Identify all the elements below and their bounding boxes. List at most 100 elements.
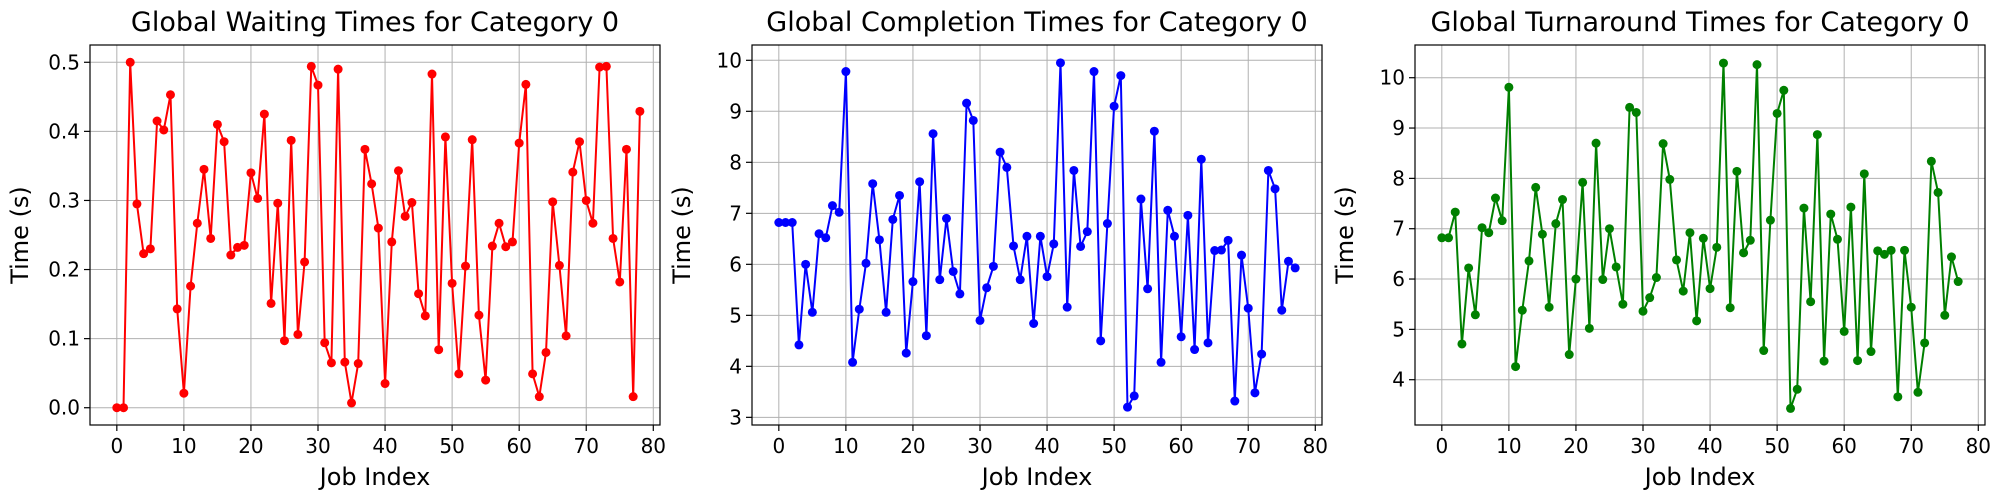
data-point — [273, 198, 283, 208]
data-point — [1839, 326, 1849, 336]
data-point — [1176, 332, 1186, 342]
y-tick-label: 3 — [729, 405, 742, 429]
data-point — [192, 218, 202, 228]
data-point — [1913, 387, 1923, 397]
x-tick-label: 30 — [305, 434, 330, 458]
data-point — [948, 266, 958, 276]
data-point — [514, 138, 524, 148]
data-point — [621, 144, 631, 154]
data-point — [1933, 187, 1943, 197]
data-point — [774, 218, 784, 228]
data-point — [615, 277, 625, 287]
data-point — [1645, 293, 1655, 303]
data-point — [1029, 318, 1039, 328]
data-point — [1504, 82, 1514, 92]
data-point — [1143, 284, 1153, 294]
data-point — [1920, 338, 1930, 348]
data-point — [1437, 233, 1447, 243]
data-point — [1444, 233, 1454, 243]
data-point — [239, 240, 249, 250]
data-point — [1712, 242, 1722, 252]
data-point — [1082, 227, 1092, 237]
data-point — [1196, 154, 1206, 164]
data-point — [588, 218, 598, 228]
data-point — [313, 80, 323, 90]
data-point — [1237, 250, 1247, 260]
data-point — [1692, 316, 1702, 326]
y-tick-label: 0.0 — [48, 396, 80, 420]
data-point — [447, 278, 457, 288]
data-point — [1290, 263, 1300, 273]
data-point — [1470, 310, 1480, 320]
data-point — [494, 218, 504, 228]
data-point — [266, 298, 276, 308]
y-tick-label: 6 — [729, 252, 742, 276]
x-tick-label: 80 — [1303, 434, 1328, 458]
data-point — [528, 369, 538, 379]
data-point — [1879, 249, 1889, 259]
data-point — [1658, 139, 1668, 149]
data-point — [1571, 274, 1581, 284]
data-point — [1906, 302, 1916, 312]
data-point — [212, 119, 222, 129]
data-point — [1598, 275, 1608, 285]
data-point — [1263, 165, 1273, 175]
data-point — [1069, 165, 1079, 175]
x-tick-label: 70 — [1899, 434, 1924, 458]
data-point — [1129, 391, 1139, 401]
data-point — [1477, 223, 1487, 233]
data-point — [279, 336, 289, 346]
data-point — [1832, 234, 1842, 244]
data-point — [1846, 202, 1856, 212]
data-point — [1203, 338, 1213, 348]
data-point — [333, 64, 343, 74]
data-point — [1926, 156, 1936, 166]
data-point — [1953, 277, 1963, 287]
data-point — [1826, 209, 1836, 219]
data-point — [1799, 203, 1809, 213]
data-point — [915, 177, 925, 187]
data-point — [1718, 58, 1728, 68]
data-point — [1169, 231, 1179, 241]
data-point — [407, 198, 417, 208]
y-tick-label: 9 — [729, 99, 742, 123]
y-tick-label: 10 — [717, 48, 742, 72]
data-point — [467, 135, 477, 145]
data-point — [1759, 346, 1769, 356]
data-point — [1096, 336, 1106, 346]
data-point — [434, 345, 444, 355]
data-point — [1578, 177, 1588, 187]
data-point — [414, 289, 424, 299]
data-point — [1819, 356, 1829, 366]
data-point — [347, 398, 357, 408]
data-point — [199, 164, 209, 174]
data-point — [387, 237, 397, 247]
data-point — [246, 168, 256, 178]
data-point — [119, 403, 129, 413]
data-point — [300, 257, 310, 267]
data-point — [1765, 215, 1775, 225]
data-point — [152, 116, 162, 126]
plot-frame — [751, 44, 1323, 426]
data-point — [1591, 138, 1601, 148]
data-point — [1812, 130, 1822, 140]
data-point — [1531, 182, 1541, 192]
data-point — [1631, 107, 1641, 117]
data-point — [541, 347, 551, 357]
data-point — [787, 218, 797, 228]
data-point — [219, 137, 229, 147]
data-point — [380, 379, 390, 389]
data-point — [393, 166, 403, 176]
data-point — [781, 218, 791, 228]
data-point — [561, 331, 571, 341]
data-point — [1042, 272, 1052, 282]
data-point — [1022, 231, 1032, 241]
data-point — [1651, 273, 1661, 283]
x-tick-label: 70 — [1236, 434, 1261, 458]
data-point — [827, 201, 837, 211]
data-point — [1604, 224, 1614, 234]
data-point — [1678, 286, 1688, 296]
data-point — [1665, 174, 1675, 184]
y-tick-label: 6 — [1392, 267, 1405, 291]
data-point — [968, 115, 978, 125]
